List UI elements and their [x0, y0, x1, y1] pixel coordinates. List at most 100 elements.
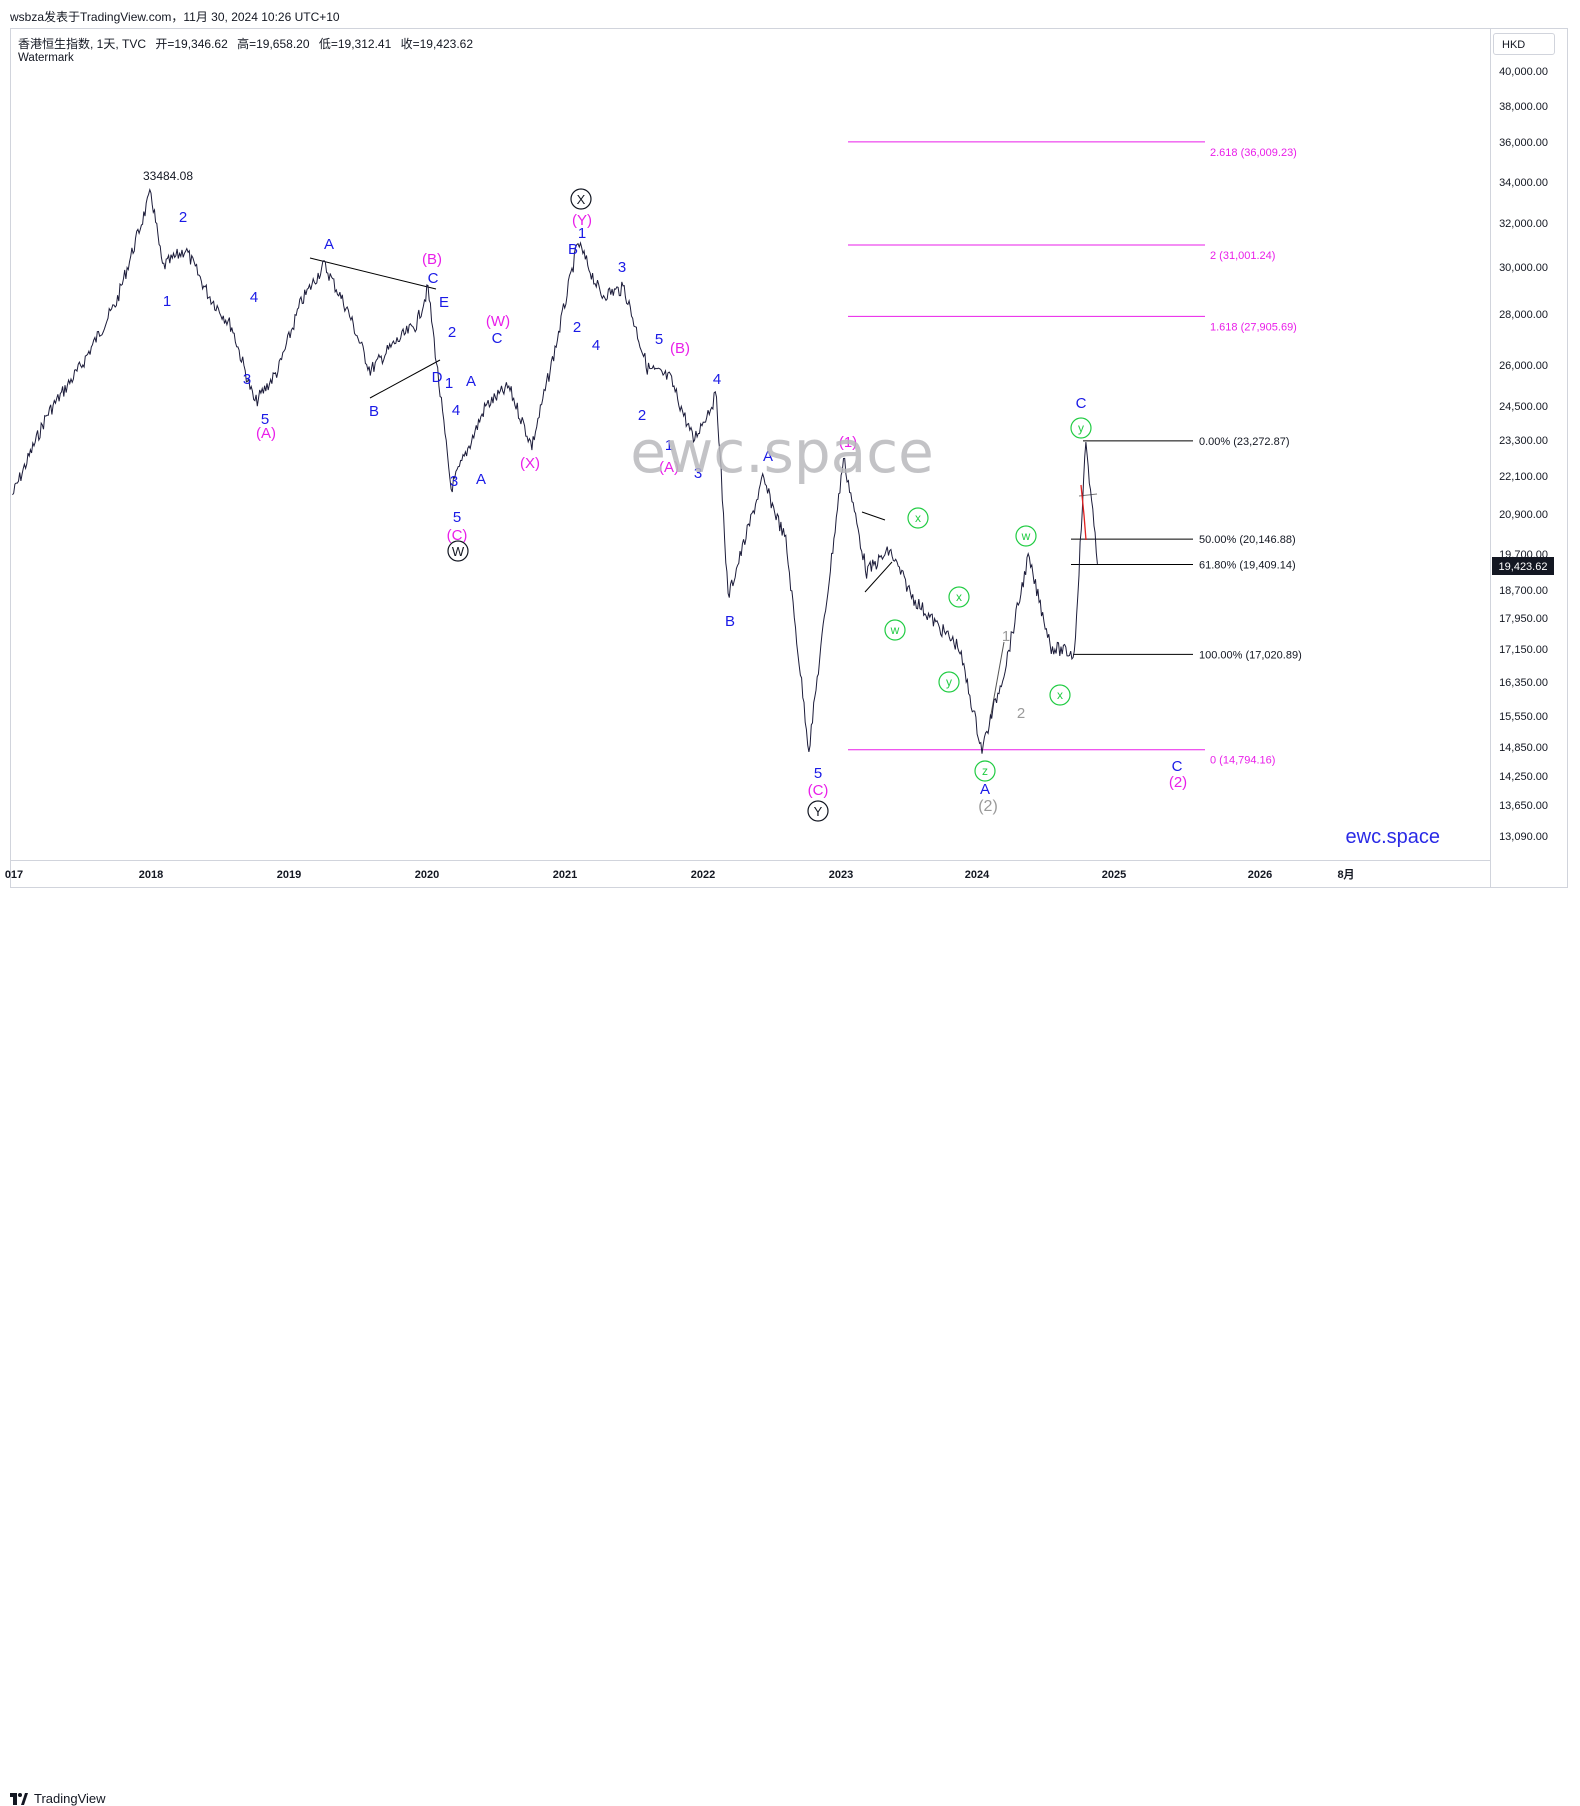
wave-label-circled: X	[577, 192, 586, 207]
retracement-label: 50.00% (20,146.88)	[1199, 534, 1296, 546]
price-tick-label: 14,850.00	[1499, 742, 1548, 754]
wave-label-blue: 1	[665, 437, 673, 454]
time-axis-label: 2022	[691, 869, 715, 881]
wave-label-blue: A	[980, 781, 990, 798]
time-axis-label: 2019	[277, 869, 301, 881]
wave-label-magenta: (A)	[256, 425, 276, 442]
wave-label-magenta: (C)	[808, 782, 829, 799]
wave-label-blue: E	[439, 294, 449, 311]
price-tick-label: 22,100.00	[1499, 471, 1548, 483]
publish-caption: wsbza发表于TradingView.com，11月 30, 2024 10:…	[10, 10, 340, 24]
time-axis[interactable]	[10, 860, 1490, 888]
wave-label-blue: 1	[163, 293, 171, 310]
wave-label-blue: A	[476, 471, 486, 488]
time-axis-label: 2018	[139, 869, 163, 881]
trendline	[864, 561, 893, 593]
wave-label-blue: C	[492, 330, 503, 347]
footer: TradingView	[0, 893, 1580, 1806]
time-axis-label: 2021	[553, 869, 577, 881]
wave-label-blue: 4	[592, 337, 600, 354]
retracement-label: 100.00% (17,020.89)	[1199, 649, 1302, 661]
wave-label-gray: 2	[1017, 705, 1025, 722]
wave-label-blue: D	[432, 369, 443, 386]
currency-button[interactable]: HKD	[1493, 33, 1555, 55]
time-axis-label: 8月	[1337, 868, 1354, 881]
wave-label-green: z	[982, 764, 988, 778]
last-price-tag: 19,423.62	[1492, 557, 1554, 575]
wave-label-blue: A	[324, 236, 334, 253]
watermark-indicator-label[interactable]: Watermark	[18, 52, 74, 64]
time-axis-label: 2026	[1248, 869, 1272, 881]
price-tick-label: 24,500.00	[1499, 401, 1548, 413]
tradingview-logo-text: TradingView	[34, 1791, 106, 1806]
chart-pane[interactable]	[10, 28, 1568, 888]
fib-label: 2 (31,001.24)	[1210, 250, 1275, 262]
wave-label-blue: C	[428, 270, 439, 287]
wave-label-blue: A	[763, 448, 773, 465]
last-price-label: 19,423.62	[1499, 561, 1548, 573]
retracement-label: 61.80% (19,409.14)	[1199, 559, 1296, 571]
time-axis-label: 2024	[965, 869, 990, 881]
tradingview-logo[interactable]: TradingView	[10, 1791, 106, 1806]
time-axis-label: 2023	[829, 869, 853, 881]
fib-label: 2.618 (36,009.23)	[1210, 147, 1297, 159]
wave-label-blue: 4	[452, 402, 460, 419]
price-tick-label: 36,000.00	[1499, 137, 1548, 149]
trendline	[861, 511, 886, 521]
fib-label: 0 (14,794.16)	[1210, 755, 1275, 767]
wave-label-circle	[807, 800, 829, 822]
price-tick-label: 30,000.00	[1499, 262, 1548, 274]
price-tick-label: 13,090.00	[1499, 831, 1548, 843]
wave-label-circle-green	[1070, 417, 1092, 439]
wave-label-circle-green	[974, 760, 996, 782]
high-price-label: 33484.08	[143, 169, 193, 183]
wave-label-green: x	[956, 590, 962, 604]
fib-label: 1.618 (27,905.69)	[1210, 321, 1297, 333]
high-value: 高=19,658.20	[237, 37, 310, 51]
wave-label-blue: 1	[445, 375, 453, 392]
tradingview-logo-icon	[10, 1792, 28, 1805]
wave-label-magenta: (X)	[520, 455, 540, 472]
wave-label-green: x	[915, 511, 921, 525]
price-tick-label: 38,000.00	[1499, 101, 1548, 113]
symbol-legend[interactable]: 香港恒生指数, 1天, TVC 开=19,346.62 高=19,658.20 …	[18, 35, 479, 52]
wave-label-blue: B	[725, 613, 735, 630]
time-labels: 017 2018 2019 2020 2021 2022 2023 2024 2025 2026 8…	[5, 868, 1355, 881]
retracement-levels: 0.00% (23,272.87) 50.00% (20,146.88) 61.80…	[1071, 436, 1302, 661]
wave-label-magenta: (W)	[486, 313, 510, 330]
price-tick-label: 15,550.00	[1499, 711, 1548, 723]
wave-label-blue: C	[1172, 758, 1183, 775]
price-tick-label: 13,650.00	[1499, 800, 1548, 812]
price-scale[interactable]	[1490, 28, 1568, 888]
trendline	[989, 641, 1005, 721]
wave-label-magenta: (1)	[839, 434, 857, 451]
wave-label-circled: Y	[814, 804, 823, 819]
chart-canvas[interactable]: 40,000.00 38,000.00 36,000.00 34,000.00 32,0…	[0, 0, 1580, 931]
wave-label-blue: C	[1076, 395, 1087, 412]
wave-label-blue: 5	[655, 331, 663, 348]
wave-label-blue: 2	[638, 407, 646, 424]
wave-label-circle	[447, 540, 469, 562]
time-axis-label: 2020	[415, 869, 439, 881]
price-tick-label: 28,000.00	[1499, 309, 1548, 321]
retracement-label: 0.00% (23,272.87)	[1199, 436, 1290, 448]
price-tick-label: 17,950.00	[1499, 613, 1548, 625]
wave-label-green: w	[1021, 529, 1031, 543]
fib-levels: 2.618 (36,009.23) 2 (31,001.24) 1.618 (27,…	[848, 141, 1297, 767]
wave-label-green: w	[890, 623, 900, 637]
wave-label-magenta: (C)	[447, 527, 468, 544]
corner-watermark: ewc.space	[1346, 826, 1441, 848]
price-tick-label: 34,000.00	[1499, 177, 1548, 189]
wave-label-blue: 3	[694, 465, 702, 482]
symbol-name[interactable]: 香港恒生指数, 1天, TVC	[18, 37, 147, 51]
wave-label-circle-green	[907, 507, 929, 529]
trendlines	[309, 257, 1098, 721]
wave-label-blue: 3	[618, 259, 626, 276]
wave-label-blue: 4	[713, 371, 721, 388]
price-tick-label: 16,350.00	[1499, 677, 1548, 689]
price-line[interactable]	[12, 187, 1098, 754]
wave-label-blue: 5	[814, 765, 822, 782]
price-series	[12, 187, 1098, 754]
center-watermark: ewc.space	[630, 418, 934, 486]
time-axis-label: 2025	[1102, 869, 1126, 881]
